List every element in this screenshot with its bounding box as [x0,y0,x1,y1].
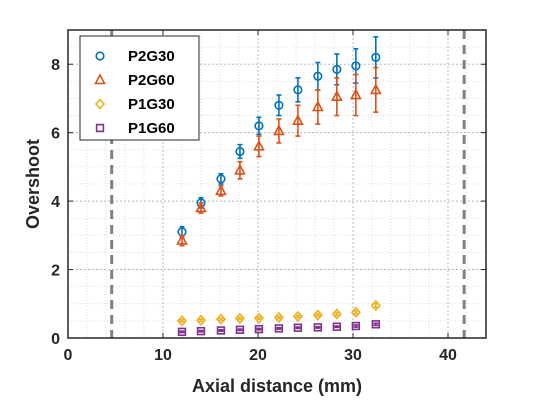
data-point [312,309,323,321]
x-tick-label: 10 [154,347,172,364]
data-point [235,325,245,334]
data-point [273,311,284,324]
series-p1g60 [177,320,380,337]
x-tick-label: 40 [439,347,457,364]
data-point [273,124,285,136]
legend-marker [94,98,106,110]
data-point [292,310,303,323]
data-point [312,100,324,112]
legend-label: P2G60 [128,72,175,89]
data-point [293,85,303,95]
data-point [350,88,362,100]
y-tick-label: 4 [51,194,60,211]
data-point [215,313,227,325]
data-point [331,308,342,320]
data-point [176,233,188,245]
legend-label: P1G30 [128,96,175,113]
data-point [177,327,187,337]
x-axis-label: Axial distance (mm) [192,376,362,396]
data-point [331,90,343,102]
data-point [216,174,226,184]
data-point [332,64,342,74]
legend-box [79,35,200,141]
data-point [196,326,206,336]
data-point [313,323,323,332]
data-point [253,139,265,151]
y-axis-label: Overshoot [23,139,43,229]
data-point [254,121,264,131]
data-point [254,324,264,334]
data-point [195,314,207,326]
y-tick-label: 0 [51,331,60,348]
data-point [274,100,284,110]
data-point [369,83,382,95]
data-point [176,315,188,327]
data-point [215,184,227,196]
y-tick-label: 8 [51,57,60,74]
data-point [292,113,304,125]
data-point [370,299,381,312]
legend: P2G30 P2G60 P1G30 P1G60 [79,35,200,141]
data-point [371,320,380,329]
axis-ticks: 0 10 20 30 40 0 2 4 6 8 [51,30,486,364]
data-point [371,52,381,62]
x-tick-label: 0 [64,347,73,364]
data-point [216,326,226,335]
legend-marker [95,51,105,61]
data-point [350,306,361,319]
x-tick-label: 30 [344,347,362,364]
data-point [235,146,245,157]
x-tick-label: 20 [249,347,267,364]
legend-label: P2G30 [128,48,175,65]
data-point [253,312,265,324]
data-series [176,36,382,337]
y-tick-label: 6 [51,126,60,143]
data-point [274,324,284,333]
data-point [234,312,246,325]
series-p2g60 [176,66,382,247]
data-point [313,71,323,81]
data-point [234,163,246,175]
legend-label: P1G60 [128,120,175,137]
series-p1g30 [176,299,381,327]
data-point [351,321,361,331]
data-point [195,201,207,213]
data-point [351,61,361,71]
y-tick-label: 2 [51,263,60,280]
legend-marker [95,123,105,133]
legend-marker [94,73,106,85]
data-point [332,322,342,331]
plot-frame [67,29,487,339]
data-point [293,323,303,332]
